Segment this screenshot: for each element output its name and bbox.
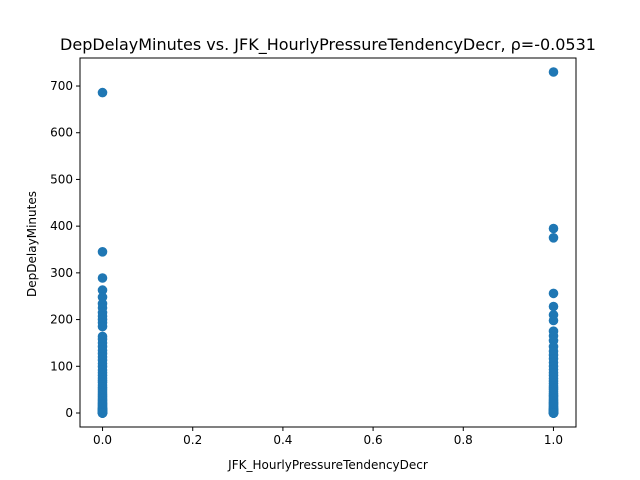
y-tick-label: 500 bbox=[50, 172, 73, 186]
y-tick-label: 300 bbox=[50, 266, 73, 280]
data-point bbox=[97, 408, 108, 418]
y-tick-label: 0 bbox=[65, 406, 73, 420]
data-point bbox=[548, 233, 559, 243]
y-tick-label: 200 bbox=[50, 313, 73, 327]
y-tick-label: 600 bbox=[50, 126, 73, 140]
y-axis: 0 100 200 300 400 500 600 700 bbox=[50, 79, 80, 420]
x-tick-label: 0.6 bbox=[364, 433, 383, 447]
data-point bbox=[97, 273, 108, 283]
x-tick-label: 0.0 bbox=[93, 433, 112, 447]
x-axis: 0.0 0.2 0.4 0.6 0.8 1.0 bbox=[93, 427, 563, 447]
data-point bbox=[548, 67, 559, 77]
x-tick-label: 1.0 bbox=[544, 433, 563, 447]
data-point bbox=[97, 247, 108, 257]
data-point bbox=[97, 321, 108, 332]
data-points bbox=[97, 67, 559, 418]
y-tick-label: 100 bbox=[50, 359, 73, 373]
y-axis-label: DepDelayMinutes bbox=[25, 191, 39, 297]
data-point bbox=[97, 292, 108, 302]
y-tick-label: 700 bbox=[50, 79, 73, 93]
data-point bbox=[97, 87, 108, 98]
y-tick-label: 400 bbox=[50, 219, 73, 233]
plot-area bbox=[79, 57, 577, 428]
data-point bbox=[548, 223, 559, 234]
chart-title: DepDelayMinutes vs. JFK_HourlyPressureTe… bbox=[60, 35, 596, 55]
data-point bbox=[548, 288, 559, 299]
x-tick-label: 0.2 bbox=[183, 433, 202, 447]
data-point bbox=[548, 301, 559, 312]
x-tick-label: 0.8 bbox=[454, 433, 473, 447]
data-point bbox=[97, 285, 108, 295]
x-axis-label: JFK_HourlyPressureTendencyDecr bbox=[227, 458, 428, 472]
x-tick-label: 0.4 bbox=[273, 433, 292, 447]
data-point bbox=[548, 408, 559, 418]
data-point bbox=[548, 315, 559, 326]
